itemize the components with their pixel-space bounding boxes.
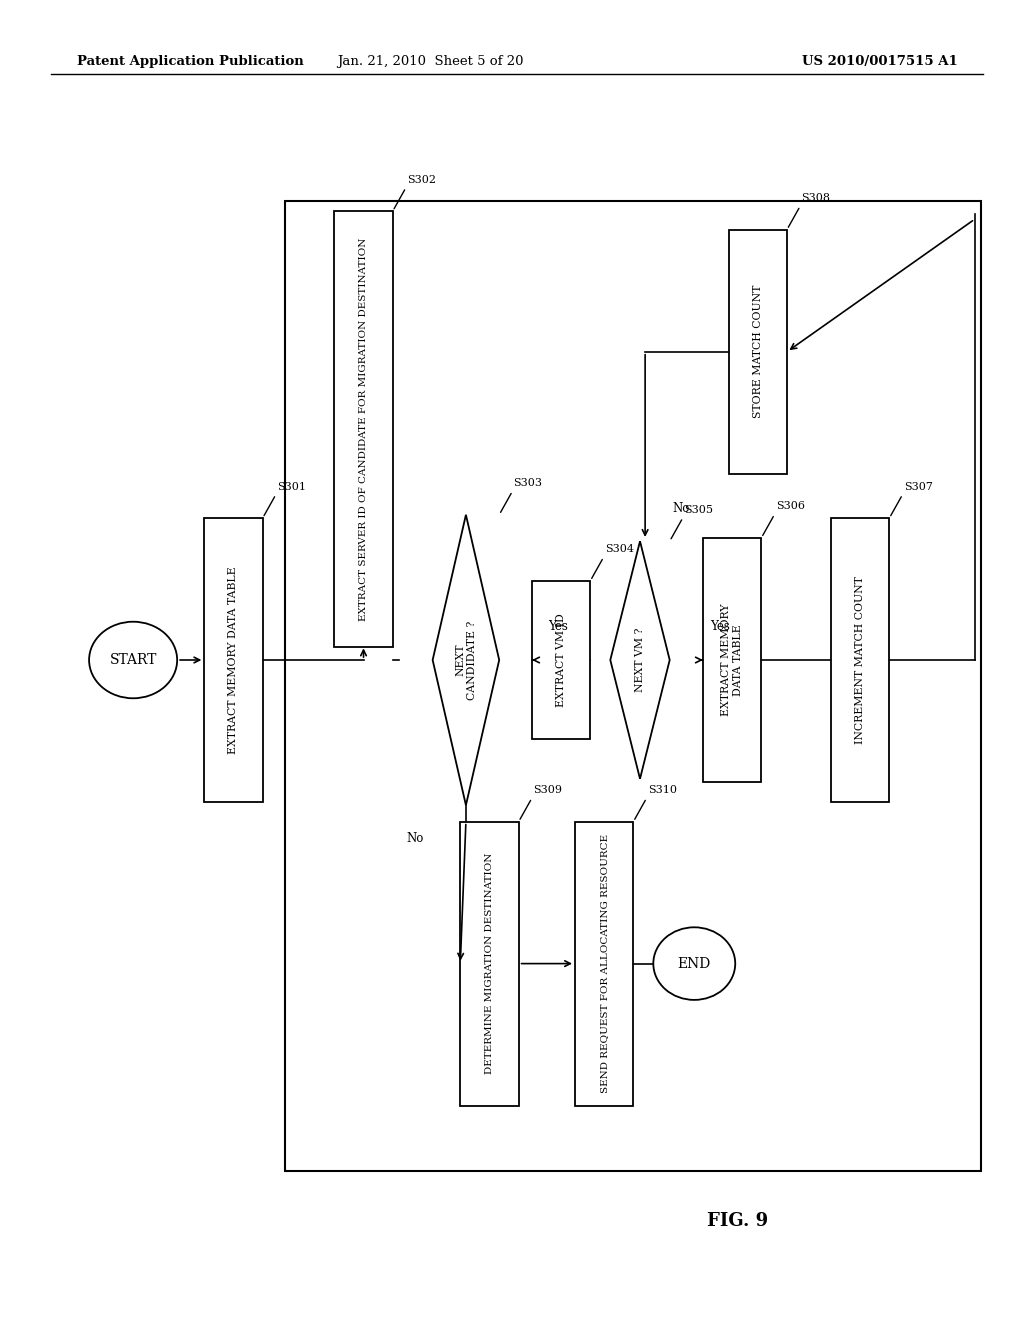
Text: S302: S302 bbox=[408, 174, 436, 185]
Bar bbox=[334, 211, 392, 647]
Text: No: No bbox=[407, 832, 423, 845]
Text: S307: S307 bbox=[903, 482, 933, 491]
Ellipse shape bbox=[89, 622, 177, 698]
Ellipse shape bbox=[653, 927, 735, 1001]
Bar bbox=[205, 517, 262, 801]
Bar bbox=[575, 821, 633, 1105]
Text: S310: S310 bbox=[647, 785, 677, 795]
Text: STORE MATCH COUNT: STORE MATCH COUNT bbox=[753, 285, 763, 418]
Text: Jan. 21, 2010  Sheet 5 of 20: Jan. 21, 2010 Sheet 5 of 20 bbox=[337, 55, 523, 69]
Text: DETERMINE MIGRATION DESTINATION: DETERMINE MIGRATION DESTINATION bbox=[485, 853, 494, 1074]
Text: US 2010/0017515 A1: US 2010/0017515 A1 bbox=[802, 55, 957, 69]
Text: FIG. 9: FIG. 9 bbox=[707, 1212, 768, 1230]
Text: S305: S305 bbox=[684, 504, 713, 515]
Text: NEXT VM ?: NEXT VM ? bbox=[635, 628, 645, 692]
Text: START: START bbox=[110, 653, 157, 667]
Text: EXTRACT MEMORY
DATA TABLE: EXTRACT MEMORY DATA TABLE bbox=[721, 603, 743, 717]
Text: Patent Application Publication: Patent Application Publication bbox=[77, 55, 303, 69]
Text: S309: S309 bbox=[532, 785, 562, 795]
Text: S304: S304 bbox=[604, 544, 634, 554]
Text: S301: S301 bbox=[276, 482, 306, 491]
Bar bbox=[729, 230, 787, 474]
Text: NEXT
CANDIDATE ?: NEXT CANDIDATE ? bbox=[455, 620, 477, 700]
Text: Yes: Yes bbox=[548, 620, 568, 634]
Text: EXTRACT VM ID: EXTRACT VM ID bbox=[556, 612, 566, 708]
Text: INCREMENT MATCH COUNT: INCREMENT MATCH COUNT bbox=[855, 576, 865, 744]
Text: S303: S303 bbox=[514, 478, 543, 488]
Bar bbox=[285, 201, 981, 1171]
Text: EXTRACT MEMORY DATA TABLE: EXTRACT MEMORY DATA TABLE bbox=[228, 566, 239, 754]
Bar bbox=[532, 581, 591, 739]
Text: END: END bbox=[678, 957, 711, 970]
Text: Yes: Yes bbox=[710, 620, 730, 634]
Polygon shape bbox=[610, 541, 670, 779]
Text: No: No bbox=[673, 502, 689, 515]
Text: S308: S308 bbox=[801, 193, 830, 203]
Text: SEND REQUEST FOR ALLOCATING RESOURCE: SEND REQUEST FOR ALLOCATING RESOURCE bbox=[600, 834, 608, 1093]
Text: EXTRACT SERVER ID OF CANDIDATE FOR MIGRATION DESTINATION: EXTRACT SERVER ID OF CANDIDATE FOR MIGRA… bbox=[359, 238, 368, 620]
Bar bbox=[831, 517, 889, 801]
Text: S306: S306 bbox=[776, 502, 805, 511]
Bar bbox=[460, 821, 518, 1105]
Polygon shape bbox=[432, 515, 500, 805]
Bar bbox=[702, 539, 762, 781]
